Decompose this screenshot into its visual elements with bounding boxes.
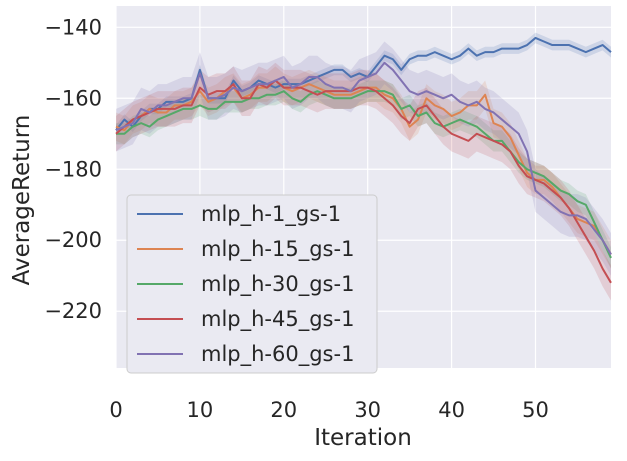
y-tick-label: −160 [44,86,102,110]
legend-label: mlp_h-60_gs-1 [201,342,354,367]
y-tick-label: −220 [44,299,102,323]
series-lines [115,36,612,284]
y-tick-label: −140 [44,15,102,39]
y-tick-label: −200 [44,228,102,252]
legend-box [126,194,378,374]
x-tick-label: 0 [109,398,122,422]
x-tick-label: 20 [270,398,297,422]
series-band [116,80,611,269]
series-line [115,61,612,255]
y-axis-label: AverageReturn [9,115,35,286]
series-band [116,32,611,136]
series-line [116,90,612,259]
x-tick-label: 10 [187,398,214,422]
x-axis-label: Iteration [314,425,412,451]
x-tick-label: 50 [522,398,549,422]
series-line [115,79,612,284]
y-tick-label: −180 [44,157,102,181]
legend-label: mlp_h-15_gs-1 [201,237,354,262]
x-tick-labels: 0 10 20 30 40 50 [109,398,549,422]
legend-label: mlp_h-30_gs-1 [201,272,354,297]
y-tick-labels: −140 −160 −180 −200 −220 [44,15,102,323]
legend: mlp_h-1_gs-1 mlp_h-15_gs-1 mlp_h-30_gs-1ml… [126,194,378,374]
series-band [116,62,611,301]
x-tick-label: 30 [354,398,381,422]
legend-label: mlp_h-45_gs-1 [201,307,354,332]
x-tick-label: 40 [438,398,465,422]
series-line [115,79,612,255]
legend-label: mlp_h-1_gs-1 [201,202,341,227]
